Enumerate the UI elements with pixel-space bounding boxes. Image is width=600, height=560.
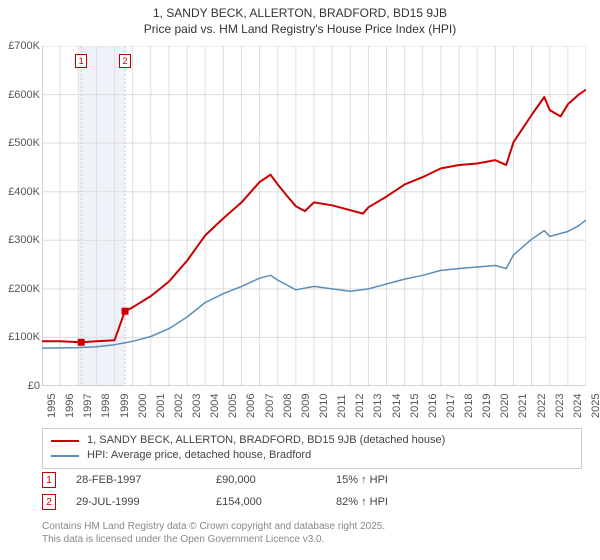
x-tick-label: 2015 — [409, 394, 421, 418]
y-tick-label: £700K — [8, 40, 40, 52]
footer-line1: Contains HM Land Registry data © Crown c… — [42, 520, 582, 533]
title-line1: 1, SANDY BECK, ALLERTON, BRADFORD, BD15 … — [0, 6, 600, 22]
chart-area — [42, 46, 586, 386]
x-tick-label: 2009 — [300, 394, 312, 418]
footer: Contains HM Land Registry data © Crown c… — [42, 520, 582, 546]
chart-svg — [42, 46, 586, 386]
x-tick-label: 2008 — [282, 394, 294, 418]
legend: 1, SANDY BECK, ALLERTON, BRADFORD, BD15 … — [42, 428, 582, 469]
annotation-row: 1 28-FEB-1997 £90,000 15% ↑ HPI — [42, 472, 582, 488]
annotation-row: 2 29-JUL-1999 £154,000 82% ↑ HPI — [42, 494, 582, 510]
legend-swatch — [51, 440, 79, 442]
title-block: 1, SANDY BECK, ALLERTON, BRADFORD, BD15 … — [0, 0, 600, 37]
y-tick-label: £200K — [8, 283, 40, 295]
legend-row: HPI: Average price, detached house, Brad… — [51, 448, 573, 463]
x-tick-label: 1995 — [46, 394, 58, 418]
y-tick-label: £100K — [8, 331, 40, 343]
x-tick-label: 2014 — [391, 394, 403, 418]
x-tick-label: 2006 — [245, 394, 257, 418]
x-tick-label: 2003 — [191, 394, 203, 418]
x-tick-label: 2023 — [554, 394, 566, 418]
x-tick-label: 2004 — [209, 394, 221, 418]
annotation-marker: 1 — [42, 472, 56, 488]
annotation-price: £154,000 — [216, 496, 316, 508]
x-tick-label: 2018 — [463, 394, 475, 418]
x-tick-label: 2024 — [572, 394, 584, 418]
y-tick-label: £500K — [8, 137, 40, 149]
annotation-date: 29-JUL-1999 — [76, 496, 196, 508]
x-tick-label: 1999 — [119, 394, 131, 418]
x-tick-label: 2016 — [427, 394, 439, 418]
x-tick-label: 2022 — [536, 394, 548, 418]
annotation-delta: 82% ↑ HPI — [336, 496, 388, 508]
x-tick-label: 1996 — [64, 394, 76, 418]
x-tick-label: 2011 — [336, 394, 348, 418]
x-tick-label: 2000 — [137, 394, 149, 418]
title-line2: Price paid vs. HM Land Registry's House … — [0, 22, 600, 38]
x-tick-label: 2020 — [499, 394, 511, 418]
x-tick-label: 2005 — [227, 394, 239, 418]
y-tick-label: £400K — [8, 186, 40, 198]
x-tick-label: 2019 — [481, 394, 493, 418]
x-tick-label: 2013 — [372, 394, 384, 418]
x-tick-label: 2021 — [517, 394, 529, 418]
chart-sale-marker: 1 — [75, 54, 87, 68]
x-tick-label: 2012 — [354, 394, 366, 418]
y-tick-label: £300K — [8, 234, 40, 246]
x-tick-label: 2025 — [590, 394, 600, 418]
annotation-date: 28-FEB-1997 — [76, 474, 196, 486]
x-tick-label: 1998 — [100, 394, 112, 418]
legend-label: 1, SANDY BECK, ALLERTON, BRADFORD, BD15 … — [87, 433, 445, 448]
annotation-marker: 2 — [42, 494, 56, 510]
legend-row: 1, SANDY BECK, ALLERTON, BRADFORD, BD15 … — [51, 433, 573, 448]
x-tick-label: 2001 — [155, 394, 167, 418]
x-tick-label: 2010 — [318, 394, 330, 418]
x-tick-label: 2002 — [173, 394, 185, 418]
y-tick-label: £0 — [28, 380, 40, 392]
x-tick-label: 2017 — [445, 394, 457, 418]
x-tick-label: 2007 — [264, 394, 276, 418]
chart-container: 1, SANDY BECK, ALLERTON, BRADFORD, BD15 … — [0, 0, 600, 560]
y-tick-label: £600K — [8, 89, 40, 101]
footer-line2: This data is licensed under the Open Gov… — [42, 533, 582, 546]
annotation-price: £90,000 — [216, 474, 316, 486]
chart-sale-marker: 2 — [119, 54, 131, 68]
annotation-delta: 15% ↑ HPI — [336, 474, 388, 486]
annotations: 1 28-FEB-1997 £90,000 15% ↑ HPI 2 29-JUL-1999… — [42, 472, 582, 516]
legend-label: HPI: Average price, detached house, Brad… — [87, 448, 311, 463]
legend-swatch — [51, 455, 79, 457]
x-tick-label: 1997 — [82, 394, 94, 418]
